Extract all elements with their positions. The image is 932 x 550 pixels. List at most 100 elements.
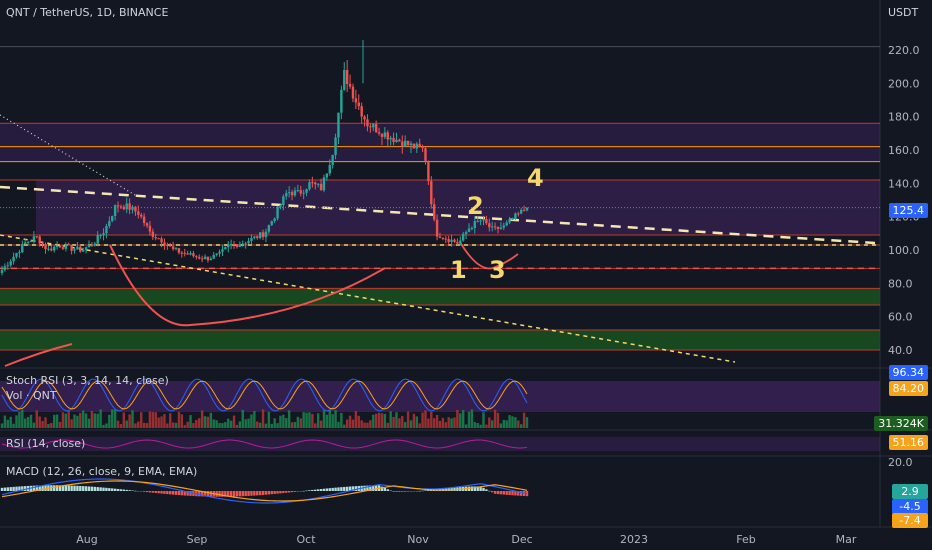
volume-bar-156 <box>453 417 456 428</box>
candle-body-33 <box>96 235 99 244</box>
y-tick-2: 180.0 <box>888 111 920 124</box>
candle-body-117 <box>340 89 343 113</box>
macd-hist-bar-138 <box>401 491 404 492</box>
macd-hist-bar-88 <box>256 491 259 496</box>
rsi-label[interactable]: RSI (14, close) <box>6 437 86 450</box>
stoch-d-badge: 84.20 <box>888 381 928 396</box>
wave-label-3: 3 <box>489 256 506 284</box>
candle-body-34 <box>99 235 102 237</box>
volume-bar-142 <box>412 413 416 428</box>
candle-body-150 <box>435 219 439 237</box>
volume-bar-31 <box>90 411 94 428</box>
macd-hist-bar-122 <box>354 486 358 491</box>
candle-body-180 <box>522 209 526 211</box>
macd-hist-bar-62 <box>180 491 184 496</box>
volume-bar-72 <box>209 412 213 428</box>
candle-body-31 <box>90 244 94 246</box>
macd-hist-bar-166 <box>482 487 485 491</box>
volume-bar-164 <box>476 423 479 428</box>
volume-bar-124 <box>360 420 363 428</box>
candle-body-130 <box>377 132 381 134</box>
macd-hist-bar-110 <box>319 489 323 491</box>
macd-hist-bar-51 <box>148 491 152 493</box>
macd-hist-bar-175 <box>508 491 511 496</box>
candle-body-0 <box>0 270 4 273</box>
volume-bar-61 <box>177 411 181 428</box>
stoch-rsi-label[interactable]: Stoch RSI (3, 3, 14, 14, close) <box>6 374 169 387</box>
volume-bar-21 <box>61 412 65 428</box>
candle-body-60 <box>174 248 178 250</box>
macd-hist-bar-171 <box>496 491 500 495</box>
candle-body-16 <box>47 248 50 250</box>
candle-body-159 <box>461 233 465 241</box>
candle-body-19 <box>55 245 59 247</box>
volume-bar-51 <box>148 411 152 428</box>
macd-hist-bar-7 <box>21 486 24 491</box>
macd-hist-bar-14 <box>41 485 44 491</box>
y-tick-0: 220.0 <box>888 44 920 57</box>
volume-bar-177 <box>514 417 517 428</box>
macd-hist-bar-93 <box>270 491 273 495</box>
volume-bar-132 <box>383 413 387 428</box>
candle-body-83 <box>241 243 244 245</box>
volume-bar-65 <box>189 415 192 428</box>
volume-bar-55 <box>160 416 163 428</box>
candle-body-45 <box>131 206 134 210</box>
macd-hist-bar-43 <box>125 489 128 491</box>
candle-body-179 <box>519 209 523 214</box>
volume-bar-101 <box>293 422 297 428</box>
volume-bar-91 <box>264 423 268 428</box>
candle-body-35 <box>102 233 105 236</box>
candle-body-139 <box>403 140 407 147</box>
macd-hist-bar-25 <box>73 485 76 491</box>
volume-bar-99 <box>287 410 291 428</box>
volume-bar-119 <box>345 419 349 428</box>
macd-hist-bar-132 <box>383 487 387 491</box>
macd-hist-bar-24 <box>70 485 73 491</box>
candle-body-106 <box>308 182 311 190</box>
candle-body-149 <box>432 204 436 220</box>
candle-body-69 <box>200 258 204 260</box>
candle-body-163 <box>473 221 476 229</box>
volume-bar-139 <box>403 422 407 428</box>
candle-body-125 <box>363 116 366 120</box>
candle-body-143 <box>415 143 418 149</box>
volume-bar-173 <box>502 419 505 428</box>
volume-bar-147 <box>427 418 430 428</box>
volume-bar-96 <box>279 415 282 428</box>
volume-bar-180 <box>522 412 526 428</box>
volume-bar-123 <box>357 415 360 428</box>
macd-hist-bar-36 <box>105 487 108 491</box>
candle-body-178 <box>517 213 520 215</box>
macd-label[interactable]: MACD (12, 26, close, 9, EMA, EMA) <box>6 465 198 478</box>
currency-label: USDT <box>888 6 919 19</box>
macd-hist-bar-173 <box>502 491 505 495</box>
macd-hist-bar-148 <box>430 489 433 491</box>
candle-body-175 <box>508 219 511 223</box>
volume-bar-97 <box>282 414 285 428</box>
macd-hist-bar-111 <box>322 488 326 491</box>
candle-body-85 <box>247 240 250 244</box>
y-tick-3: 160.0 <box>888 144 920 157</box>
wave-label-2: 2 <box>467 192 484 220</box>
candle-body-14 <box>41 243 44 245</box>
candle-body-18 <box>53 246 56 251</box>
volume-bar-106 <box>308 412 311 428</box>
volume-bar-94 <box>273 418 276 428</box>
macd-hist-bar-167 <box>485 489 488 491</box>
candle-body-71 <box>206 256 210 261</box>
volume-bar-48 <box>140 412 143 428</box>
volume-bar-176 <box>511 416 514 428</box>
candle-body-24 <box>70 245 73 251</box>
candle-body-68 <box>198 257 201 259</box>
volume-label[interactable]: Vol · QNT <box>6 389 57 402</box>
candle-body-50 <box>145 223 149 226</box>
candle-body-91 <box>264 231 268 238</box>
symbol-title: QNT / TetherUS, 1D, BINANCE <box>6 6 169 19</box>
volume-bar-136 <box>395 412 398 428</box>
candle-body-52 <box>151 231 155 238</box>
volume-bar-102 <box>296 416 300 428</box>
macd-hist-bar-147 <box>427 490 430 491</box>
volume-bar-71 <box>206 416 210 428</box>
macd-hist-bar-77 <box>224 491 227 497</box>
